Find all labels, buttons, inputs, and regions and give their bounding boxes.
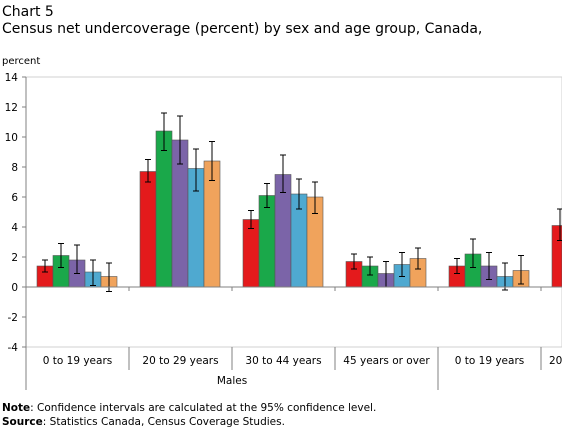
x-category-label: 20 bbox=[549, 355, 562, 367]
chart-title: Census net undercoverage (percent) by se… bbox=[2, 21, 483, 37]
footnote: Note: Confidence intervals are calculate… bbox=[2, 402, 376, 415]
y-tick-label: 0 bbox=[11, 282, 18, 294]
x-category-label: 45 years or over bbox=[343, 355, 430, 367]
x-category-label: 0 to 19 years bbox=[455, 355, 525, 367]
x-group-label: Males bbox=[217, 375, 247, 387]
bar bbox=[242, 219, 260, 288]
y-tick-label: 14 bbox=[5, 72, 19, 84]
x-category-label: 30 to 44 years bbox=[245, 355, 321, 367]
x-category-label: 20 to 29 years bbox=[142, 355, 218, 367]
source-label: Source bbox=[2, 416, 43, 428]
y-tick-label: 8 bbox=[11, 162, 18, 174]
x-category-label: 0 to 19 years bbox=[43, 355, 113, 367]
x-category-labels: 0 to 19 years 20 to 29 years 30 to 44 year… bbox=[43, 355, 562, 367]
y-tick-label: 10 bbox=[5, 132, 18, 144]
y-axis-unit-label: percent bbox=[2, 56, 41, 67]
axes bbox=[22, 76, 562, 390]
chart-label: Chart 5 bbox=[2, 4, 54, 20]
source-text: : Statistics Canada, Census Coverage Stu… bbox=[42, 416, 285, 428]
bar-chart: -4 -2 0 2 4 6 8 10 12 14 0 to 19 years 20 to 29 ye… bbox=[5, 72, 562, 390]
y-tick-label: 4 bbox=[11, 222, 18, 234]
y-tick-label: 12 bbox=[5, 102, 18, 114]
y-tick-label: -4 bbox=[8, 342, 19, 354]
source-line: Source: Statistics Canada, Census Covera… bbox=[2, 416, 285, 429]
note-label: Note bbox=[2, 402, 31, 414]
bar bbox=[139, 171, 157, 288]
note-text: : Confidence intervals are calculated at… bbox=[30, 402, 377, 414]
y-tick-label: 2 bbox=[11, 252, 18, 264]
y-tick-label: 6 bbox=[11, 192, 18, 204]
y-tick-labels: -4 -2 0 2 4 6 8 10 12 14 bbox=[5, 72, 19, 354]
bar bbox=[155, 130, 173, 288]
y-tick-label: -2 bbox=[8, 312, 18, 324]
bar bbox=[258, 195, 276, 288]
x-group-labels: Males bbox=[217, 375, 247, 387]
